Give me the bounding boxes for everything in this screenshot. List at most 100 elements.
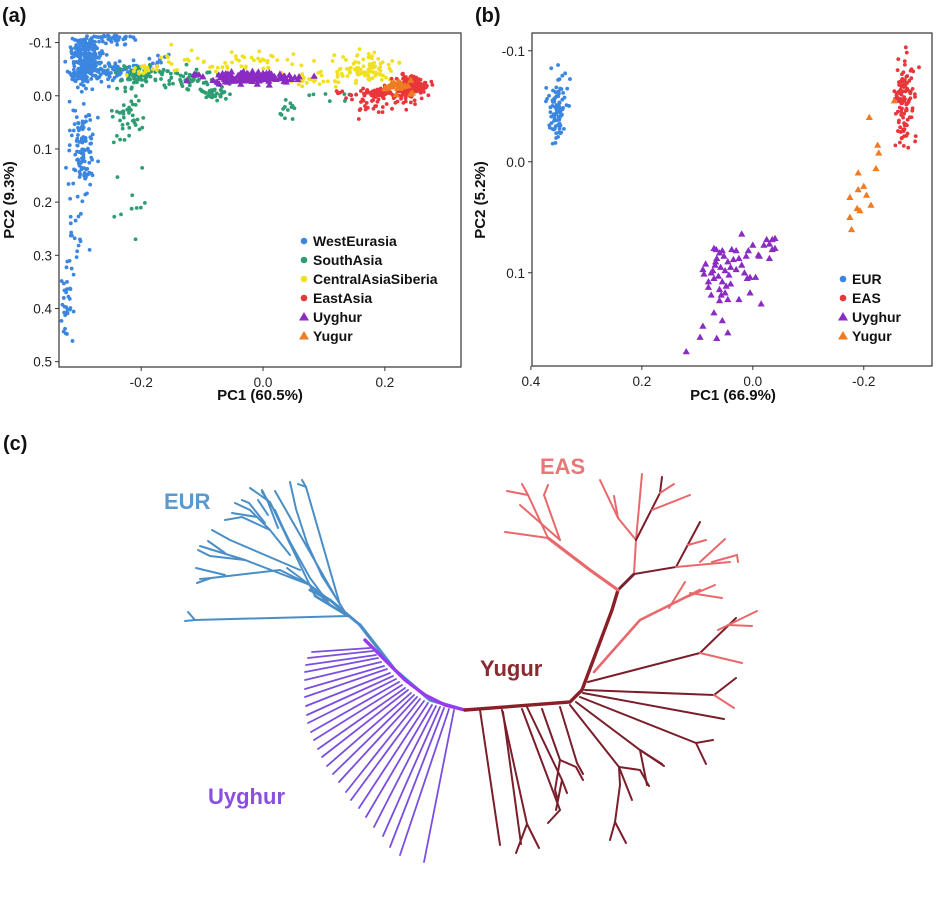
data-point: [549, 114, 554, 119]
data-point: [127, 133, 132, 138]
data-point: [69, 230, 74, 235]
data-point: [361, 98, 366, 103]
data-point: [717, 263, 725, 270]
legend-label: CentralAsiaSiberia: [313, 271, 438, 287]
data-point: [128, 34, 133, 39]
tree-branch: [504, 531, 549, 539]
data-point: [727, 280, 735, 287]
data-point: [287, 74, 295, 81]
data-point: [103, 64, 107, 69]
data-point: [898, 79, 903, 84]
data-point: [312, 58, 316, 63]
data-point: [73, 218, 78, 223]
data-point: [229, 50, 234, 54]
tree-leaf-uyghur: [332, 694, 415, 775]
data-point: [120, 122, 125, 127]
tree-label-eas: EAS: [540, 454, 585, 479]
tree-leaf-uyghur: [326, 692, 412, 767]
data-point: [64, 305, 69, 310]
data-point: [333, 84, 338, 89]
data-point: [404, 82, 412, 89]
data-point: [106, 61, 111, 66]
data-point: [307, 93, 312, 98]
legend-label: EUR: [852, 271, 882, 287]
data-point: [552, 119, 556, 123]
data-point: [276, 74, 284, 82]
data-point: [65, 332, 69, 336]
data-point: [724, 258, 732, 265]
data-point: [213, 69, 218, 74]
panel-b-legend: EUR EAS Uyghur Yugur: [838, 271, 902, 344]
data-point: [140, 165, 145, 170]
tree-branch: [635, 473, 643, 541]
data-point: [556, 89, 561, 94]
data-point: [106, 37, 111, 42]
data-point: [898, 140, 902, 145]
data-point: [249, 55, 254, 60]
data-point: [83, 139, 88, 143]
data-point: [746, 289, 754, 296]
data-point: [85, 68, 89, 73]
data-point: [339, 71, 344, 76]
data-point: [99, 36, 104, 41]
data-point: [290, 117, 295, 121]
data-point: [696, 333, 704, 340]
data-point: [71, 67, 76, 72]
data-point: [390, 59, 395, 63]
data-point: [407, 76, 415, 83]
data-point: [158, 55, 163, 60]
data-point: [61, 296, 66, 300]
data-point: [564, 103, 569, 108]
data-point: [366, 52, 371, 56]
data-point: [288, 101, 293, 106]
data-point: [904, 102, 909, 107]
data-point: [169, 42, 174, 47]
data-point: [911, 69, 916, 74]
data-point: [73, 152, 78, 157]
data-point: [139, 64, 144, 69]
data-point: [388, 90, 393, 95]
data-point: [209, 76, 217, 83]
data-point: [68, 306, 73, 310]
data-point: [700, 270, 708, 277]
data-point: [355, 53, 359, 58]
data-point: [378, 61, 383, 66]
tree-branch: [592, 588, 702, 674]
tree-branch: [506, 490, 549, 539]
data-point: [207, 88, 212, 93]
legend-label: SouthAsia: [313, 252, 382, 268]
data-point: [280, 72, 288, 80]
data-point: [361, 64, 366, 69]
data-point: [154, 68, 159, 72]
tree-label-uyghur: Uyghur: [208, 784, 285, 809]
data-point: [86, 64, 90, 68]
data-point: [368, 69, 373, 74]
data-point: [408, 100, 413, 105]
tree-label-yugur: Yugur: [480, 656, 543, 681]
data-point: [392, 90, 400, 98]
data-point: [403, 96, 408, 101]
data-point: [75, 85, 80, 90]
panel-c-tree: EUR EAS Yugur Uyghur: [164, 454, 758, 863]
data-point: [712, 258, 720, 265]
data-point: [113, 62, 118, 67]
data-point: [123, 35, 127, 40]
data-point: [106, 77, 110, 82]
legend-label: WestEurasia: [313, 233, 397, 249]
data-point: [117, 71, 121, 76]
data-point: [413, 87, 418, 92]
data-point: [319, 69, 323, 74]
tree-branch: [599, 479, 638, 575]
data-point: [73, 108, 78, 113]
tree-branch: [668, 581, 686, 609]
data-point: [757, 300, 765, 307]
panel-a-label: (a): [2, 5, 26, 27]
series-uyghur: [183, 67, 318, 88]
data-point: [92, 44, 97, 49]
data-point: [169, 62, 174, 66]
data-point: [908, 89, 913, 94]
data-point: [336, 80, 341, 85]
data-point: [83, 59, 87, 64]
tree-branch: [689, 592, 723, 599]
data-point: [159, 77, 163, 81]
